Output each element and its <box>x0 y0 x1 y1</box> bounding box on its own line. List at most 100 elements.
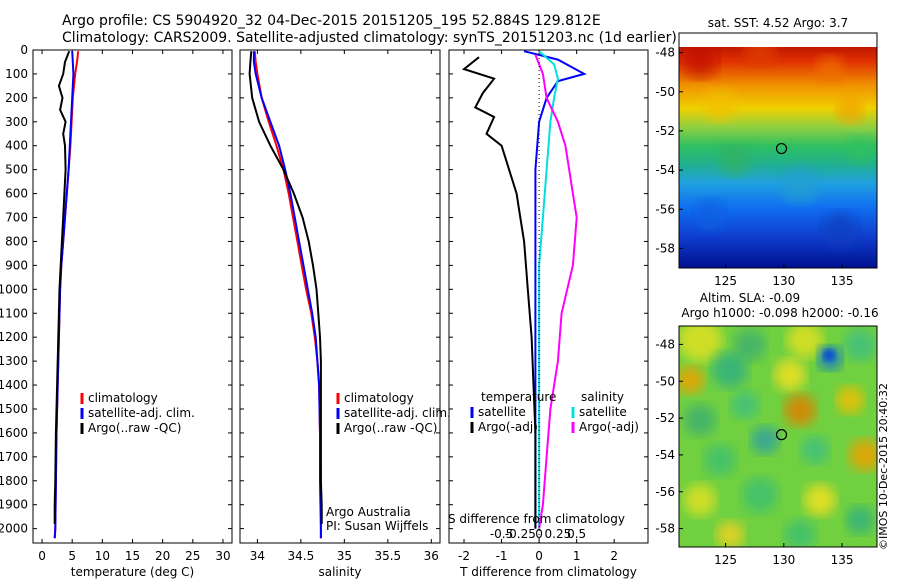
title-line-2: Climatology: CARS2009. Satellite-adjuste… <box>62 30 677 46</box>
sst-map-ytick-label: -58 <box>655 241 675 255</box>
sla-texture <box>844 329 876 361</box>
sst-map-argo-marker <box>775 142 788 155</box>
difference-xtick-label: 1 <box>573 549 581 563</box>
sla-texture <box>679 366 704 394</box>
sla-texture <box>787 326 823 358</box>
sla-map-ytick-label: -52 <box>655 411 675 425</box>
salinity-xtick-label: 35 <box>337 549 352 563</box>
depth-tick-label: 1700 <box>0 450 28 464</box>
sla-texture <box>836 386 864 414</box>
sst-map-frame <box>678 32 878 269</box>
sst-map-image <box>679 47 877 268</box>
sla-map-ytick-label: -54 <box>655 448 675 462</box>
sst-texture <box>816 56 844 84</box>
depth-tick-label: 1000 <box>0 282 28 296</box>
depth-tick-label: 200 <box>5 91 28 105</box>
difference-series-line <box>538 50 559 529</box>
temperature-xtick-label: 30 <box>215 549 230 563</box>
temperature-frame <box>32 49 233 544</box>
difference-xtick-label: -1 <box>496 549 508 563</box>
salinity-xlabel: salinity <box>318 565 361 579</box>
sla-map-ytick-label: -48 <box>655 337 675 351</box>
temperature-xlabel: temperature (deg C) <box>71 565 194 579</box>
depth-tick-label: 1800 <box>0 474 28 488</box>
temperature-series-line <box>53 50 71 524</box>
difference-top-tick-label: -0.25 <box>505 527 536 541</box>
difference-frame <box>448 49 649 544</box>
difference-legend-title-temp: temperature <box>481 390 556 404</box>
sla-texture <box>742 477 778 513</box>
difference-series-line <box>534 54 578 529</box>
sla-texture <box>734 329 766 361</box>
depth-tick-label: 1200 <box>0 330 28 344</box>
difference-xtick-label: 2 <box>610 549 618 563</box>
difference-series-line <box>461 56 537 529</box>
sla-map-frame <box>678 325 878 548</box>
sla-texture <box>751 426 779 454</box>
sla-texture <box>804 484 836 516</box>
temperature-series-line <box>53 51 75 539</box>
salinity-series-line <box>248 51 323 524</box>
depth-tick-label: 2000 <box>0 522 28 536</box>
depth-tick-label: 800 <box>5 234 28 248</box>
difference-temp-legend-label: Argo(-adj) <box>478 420 538 434</box>
temperature-legend-label: climatology <box>88 391 158 405</box>
temperature-legend-label: Argo(..raw -QC) <box>88 421 181 435</box>
difference-top-xlabel: S difference from climatology <box>448 512 625 526</box>
difference-sal-legend-label: Argo(-adj) <box>579 420 639 434</box>
difference-top-tick-label: 0.5 <box>567 527 586 541</box>
sst-texture <box>704 89 736 121</box>
sst-map-title: sat. SST: 4.52 Argo: 3.7 <box>708 16 848 30</box>
sla-map-xtick-label: 125 <box>714 553 737 567</box>
sst-texture <box>744 47 776 66</box>
temperature-xtick-label: 5 <box>68 549 76 563</box>
salinity-series-line <box>253 51 322 539</box>
depth-tick-label: 1900 <box>0 498 28 512</box>
salinity-xtick-label: 36 <box>424 549 439 563</box>
salinity-legend-label: satellite-adj. clim. <box>344 406 451 420</box>
sla-texture <box>716 521 744 547</box>
copyright-stamp: ©IMOS 10-Dec-2015 20:40:32 <box>877 383 890 550</box>
salinity-annotation: Argo Australia <box>326 505 411 519</box>
depth-tick-label: 100 <box>5 67 28 81</box>
sla-texture <box>846 506 874 534</box>
sst-map-xtick-label: 125 <box>714 274 737 288</box>
depth-tick-label: 1100 <box>0 306 28 320</box>
salinity-annotation: PI: Susan Wijffels <box>326 519 428 533</box>
depth-tick-label: 0 <box>20 43 28 57</box>
salinity-xtick-label: 34.5 <box>288 549 315 563</box>
difference-top-tick-label: -0.5 <box>490 527 513 541</box>
temperature-xtick-label: 10 <box>95 549 110 563</box>
sst-map-ytick-label: -54 <box>655 163 675 177</box>
sla-map-xtick-label: 130 <box>772 553 795 567</box>
sla-texture <box>774 359 806 391</box>
sla-texture <box>823 349 835 361</box>
difference-temp-legend-label: satellite <box>478 405 526 419</box>
sst-map-ytick-label: -56 <box>655 202 675 216</box>
sla-texture <box>731 391 759 419</box>
sla-texture <box>784 394 816 426</box>
depth-tick-label: 900 <box>5 258 28 272</box>
temperature-xtick-label: 20 <box>155 549 170 563</box>
depth-tick-label: 1500 <box>0 402 28 416</box>
sla-texture <box>712 352 748 388</box>
temperature-xtick-label: 25 <box>185 549 200 563</box>
temperature-legend-label: satellite-adj. clim. <box>88 406 195 420</box>
difference-top-tick-label: 0 <box>535 527 543 541</box>
sst-map-xtick-label: 135 <box>831 274 854 288</box>
difference-xlabel: T difference from climatology <box>459 565 637 579</box>
sla-map-title-1: Altim. SLA: -0.09 <box>700 291 800 305</box>
sst-texture <box>782 167 818 203</box>
difference-legend-title-sal: salinity <box>581 390 624 404</box>
sla-texture <box>684 404 716 436</box>
sla-map-ytick-label: -56 <box>655 485 675 499</box>
sla-map-argo-marker <box>775 429 788 441</box>
sst-map-ytick-label: -52 <box>655 124 675 138</box>
depth-tick-label: 1600 <box>0 426 28 440</box>
depth-tick-label: 700 <box>5 211 28 225</box>
temperature-xtick-label: 0 <box>38 549 46 563</box>
salinity-legend-label: climatology <box>344 391 414 405</box>
sla-texture <box>679 326 722 362</box>
salinity-legend-label: Argo(..raw -QC) <box>344 421 437 435</box>
